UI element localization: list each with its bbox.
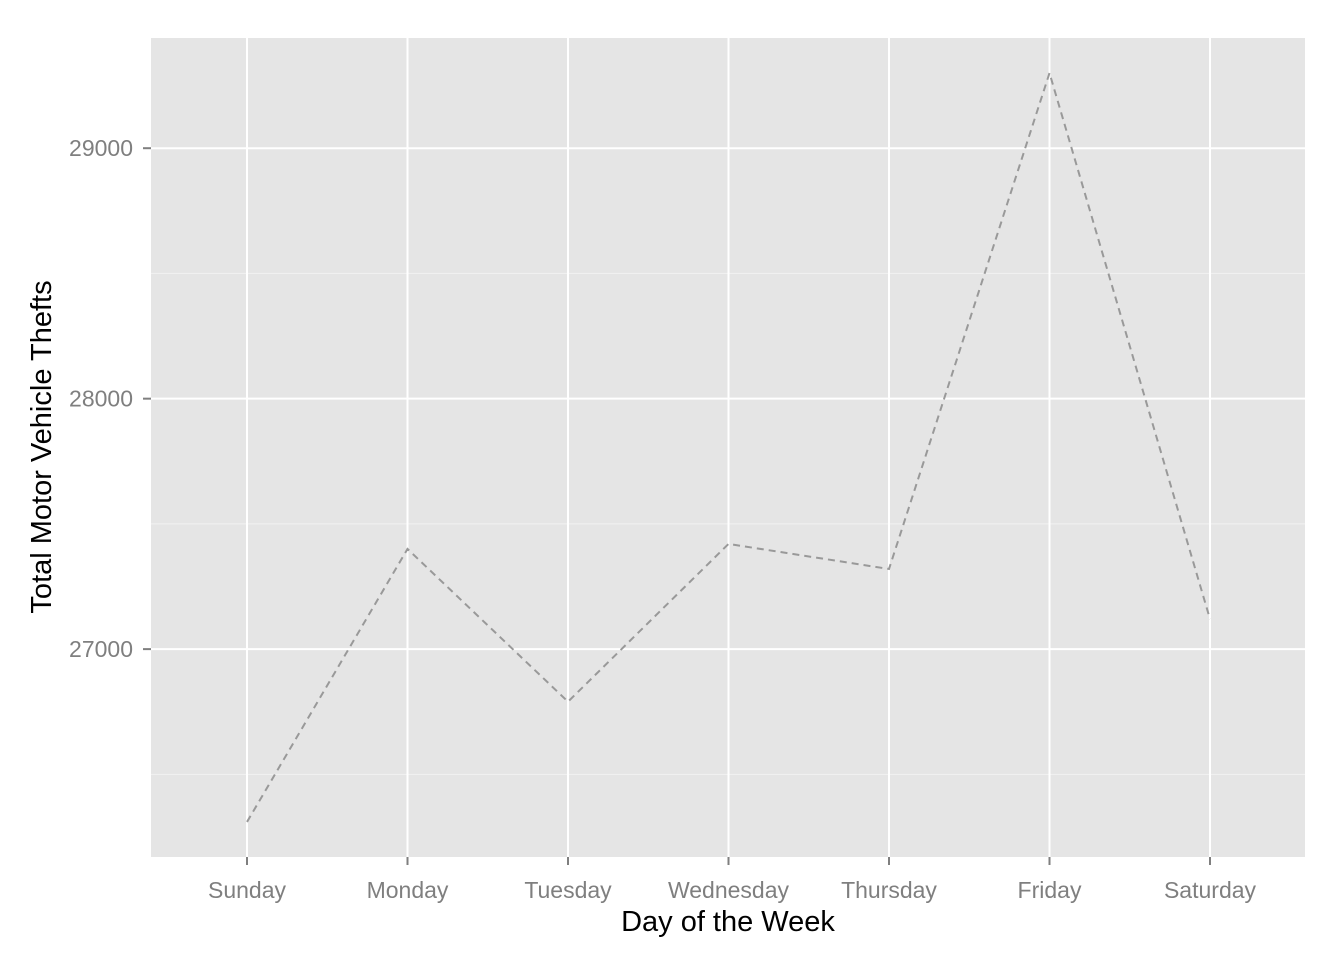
x-tick-labels: Sunday Monday Tuesday Wednesday Thursday Frid… — [208, 877, 1257, 903]
x-tick-label: Friday — [1018, 877, 1082, 903]
x-tick-label: Wednesday — [668, 877, 790, 903]
x-tick-label: Saturday — [1164, 877, 1257, 903]
series-line — [246, 69, 1211, 823]
y-tick-label: 27000 — [69, 636, 133, 662]
y-tick-labels: 27000 28000 29000 — [69, 135, 133, 662]
x-axis-title: Day of the Week — [621, 906, 835, 938]
y-tick-label: 28000 — [69, 386, 133, 412]
major-gridlines — [151, 38, 1305, 857]
axis-ticks — [143, 147, 1211, 865]
y-tick-label: 29000 — [69, 135, 133, 161]
x-tick-label: Monday — [367, 877, 449, 903]
x-tick-label: Sunday — [208, 877, 287, 903]
y-axis-title: Total Motor Vehicle Thefts — [26, 280, 58, 613]
x-tick-label: Thursday — [841, 877, 937, 903]
series-layer — [246, 69, 1211, 823]
x-tick-label: Tuesday — [524, 877, 612, 903]
